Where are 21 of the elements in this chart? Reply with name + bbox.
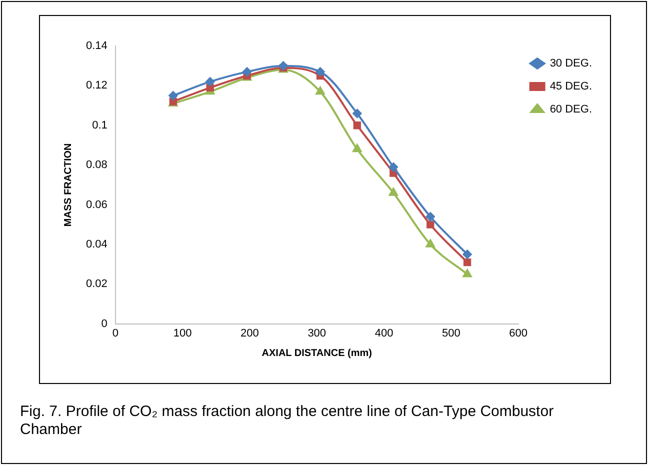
x-tick-label: 500 <box>442 327 460 340</box>
y-tick-label: 0.08 <box>86 159 108 172</box>
y-tick-label: 0.12 <box>86 80 108 92</box>
legend-label: 30 DEG. <box>550 58 592 70</box>
y-tick-label: 0.02 <box>86 278 108 290</box>
x-tick-label: 200 <box>240 327 259 340</box>
y-tick-label: 0.06 <box>86 198 108 211</box>
x-tick-label: 0 <box>112 327 118 340</box>
legend-label: 45 DEG. <box>550 80 592 93</box>
x-tick-label: 100 <box>173 327 192 340</box>
y-axis-title: MASS FRACTION <box>62 143 74 227</box>
x-tick-label: 400 <box>374 327 394 340</box>
y-tick-label: 0.04 <box>86 238 108 250</box>
legend-label: 60 DEG. <box>550 104 592 116</box>
x-tick-label: 600 <box>509 327 528 340</box>
y-tick-label: 0 <box>101 318 108 330</box>
y-tick-label: 0.1 <box>92 119 108 132</box>
x-tick-label: 300 <box>308 327 326 340</box>
y-tick-label: 0.14 <box>86 40 108 52</box>
x-axis-title: AXIAL DISTANCE (mm) <box>262 348 372 359</box>
caption: Fig. 7. Profile of CO₂ mass fraction along the centre line of Can-Type Combustor Chamber <box>20 403 555 439</box>
